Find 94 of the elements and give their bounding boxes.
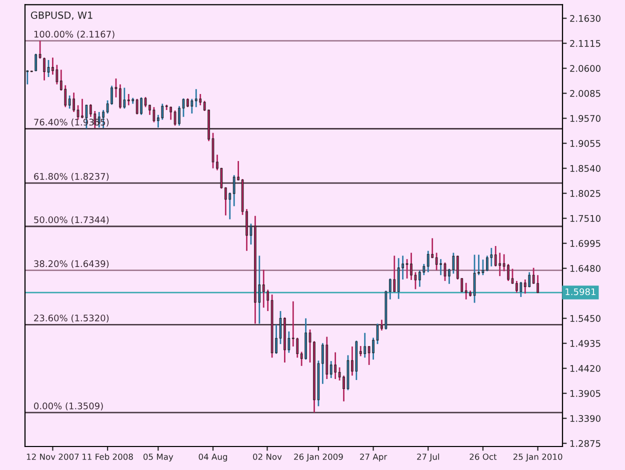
candlestick bbox=[76, 104, 80, 120]
candlestick bbox=[64, 84, 67, 108]
x-tick-label: 25 Jan 2010 bbox=[513, 454, 562, 462]
candlestick bbox=[136, 98, 138, 116]
candlestick bbox=[194, 88, 198, 108]
candlestick bbox=[119, 84, 122, 110]
candlestick bbox=[34, 53, 38, 72]
y-tick-label: 1.5450 bbox=[570, 315, 600, 322]
x-tick-label: 12 Nov 2007 bbox=[26, 454, 79, 460]
candlestick bbox=[224, 186, 227, 216]
y-tick-label: 1.8540 bbox=[570, 165, 600, 172]
candlestick bbox=[464, 282, 468, 300]
candlestick bbox=[410, 252, 412, 281]
x-tick-label: 26 Jan 2009 bbox=[294, 454, 343, 462]
candlestick bbox=[351, 346, 354, 376]
text: GBPUSD, W1 bbox=[30, 12, 92, 20]
ref-line-label: 61.80% (1.8237) bbox=[34, 172, 109, 181]
candlestick bbox=[372, 337, 374, 360]
candlestick bbox=[473, 254, 476, 304]
candlestick bbox=[170, 106, 172, 120]
candlestick bbox=[38, 40, 42, 60]
y-tick-label: 2.0085 bbox=[570, 90, 600, 97]
candlestick bbox=[330, 360, 332, 379]
candlestick bbox=[81, 98, 84, 119]
candlestick bbox=[174, 110, 176, 126]
y-tick-label: 1.7510 bbox=[570, 215, 600, 222]
candlestick bbox=[321, 342, 324, 385]
ref-line-label: 0.00% (1.3509) bbox=[34, 402, 103, 410]
y-tick-label: 2.0600 bbox=[570, 65, 600, 72]
candlestick bbox=[334, 352, 337, 380]
ref-line-label: 38.20% (1.6439) bbox=[34, 260, 109, 268]
candlestick bbox=[266, 288, 270, 312]
x-tick-label: 05 May bbox=[143, 454, 174, 462]
candlestick bbox=[123, 87, 126, 110]
candlestick bbox=[524, 278, 526, 294]
candlestick bbox=[388, 278, 392, 300]
candlestick bbox=[452, 252, 455, 274]
candlestick bbox=[520, 281, 522, 298]
candlestick bbox=[232, 174, 236, 207]
ref-line-label: 1.5981 bbox=[566, 288, 596, 296]
candlestick bbox=[507, 263, 510, 282]
candlestick bbox=[190, 98, 194, 114]
x-tick-label: 26 Oct bbox=[470, 454, 497, 460]
candlestick bbox=[440, 258, 442, 276]
candlestick bbox=[397, 257, 400, 300]
candlestick bbox=[482, 258, 484, 276]
y-tick-label: 1.3390 bbox=[570, 415, 600, 422]
candlestick bbox=[486, 255, 488, 272]
ref-line-label: 23.60% (1.5320) bbox=[34, 314, 109, 322]
candlestick bbox=[161, 103, 164, 120]
y-tick-label: 2.1115 bbox=[570, 40, 600, 47]
y-tick-label: 1.2875 bbox=[570, 440, 600, 447]
candlestick bbox=[296, 337, 299, 358]
candlestick bbox=[406, 258, 408, 280]
candlestick bbox=[152, 106, 156, 123]
candlestick bbox=[72, 92, 75, 113]
y-tick-label: 1.6480 bbox=[570, 265, 600, 272]
candlestick bbox=[199, 93, 202, 106]
ref-line-label: 100.00% (2.1167) bbox=[34, 30, 114, 39]
y-tick-label: 1.3905 bbox=[570, 390, 600, 397]
y-tick-label: 1.4935 bbox=[570, 340, 600, 347]
candlestick bbox=[140, 96, 142, 116]
y-tick-label: 1.6995 bbox=[570, 240, 600, 247]
candlestick bbox=[426, 250, 430, 273]
candlestick bbox=[528, 272, 531, 288]
x-tick-label: 04 Aug bbox=[198, 454, 228, 462]
y-tick-label: 1.4420 bbox=[570, 365, 600, 372]
candlestick bbox=[490, 247, 493, 268]
candlestick bbox=[127, 93, 130, 106]
y-tick-label: 2.1630 bbox=[570, 15, 600, 22]
y-tick-label: 1.8025 bbox=[570, 190, 600, 197]
candlestick bbox=[342, 374, 345, 402]
candlestick bbox=[494, 245, 497, 268]
y-tick-label: 1.9570 bbox=[570, 115, 600, 122]
candlestick bbox=[43, 56, 46, 82]
candlestick bbox=[68, 94, 71, 110]
candlestick bbox=[418, 270, 421, 288]
candlestick bbox=[262, 269, 265, 308]
candlestick bbox=[536, 274, 539, 294]
x-tick-label: 11 Feb 2008 bbox=[82, 453, 133, 460]
y-tick-label: 1.9055 bbox=[570, 140, 600, 147]
candlestick bbox=[435, 252, 438, 271]
x-tick-label: 27 Jul bbox=[417, 453, 439, 462]
candlestick bbox=[516, 280, 518, 294]
candlestick bbox=[56, 64, 58, 86]
candlestick bbox=[26, 70, 29, 86]
ref-line-label: 50.00% (1.7344) bbox=[34, 216, 109, 224]
candlestick bbox=[228, 192, 232, 220]
x-tick-label: 02 Nov bbox=[253, 454, 282, 460]
candlestick bbox=[364, 332, 366, 358]
x-tick-label: 27 Apr bbox=[360, 454, 388, 462]
candlestick bbox=[498, 252, 502, 277]
candlestick bbox=[393, 255, 396, 293]
candlestick bbox=[359, 345, 362, 357]
